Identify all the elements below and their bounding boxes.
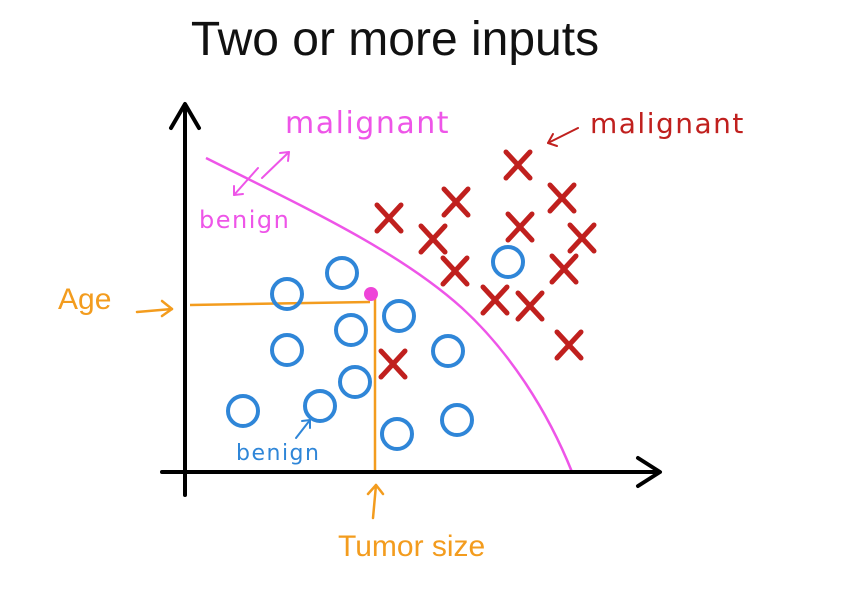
tumor-size-arrow: [366, 483, 385, 520]
benign-point: [491, 245, 525, 279]
benign-point: [270, 277, 304, 311]
malignant-point: [515, 290, 545, 322]
benign-label-arrow: [295, 419, 311, 439]
page-title: Two or more inputs: [190, 13, 600, 66]
malignant-points: [374, 149, 597, 380]
malignant-point: [549, 253, 579, 285]
malignant-point: [378, 348, 408, 380]
benign-point: [226, 394, 260, 428]
benign-point: [270, 333, 304, 367]
age-guide-line: [189, 300, 371, 307]
benign-point: [382, 299, 416, 333]
x-axis-label: Tumor size: [338, 530, 485, 563]
benign-point: [325, 256, 359, 290]
malignant-point: [505, 211, 535, 243]
malignant-point: [440, 255, 470, 287]
boundary-label-arrows: [233, 151, 290, 196]
malignant-point: [418, 223, 448, 255]
malignant-point: [547, 182, 577, 214]
malignant-point: [441, 186, 471, 218]
benign-point: [431, 334, 465, 368]
malignant-point: [554, 329, 584, 361]
benign-cluster-label: benign: [236, 441, 320, 466]
malignant-point: [374, 202, 404, 234]
benign-point: [380, 417, 414, 451]
malignant-cluster-label: malignant: [590, 107, 745, 140]
boundary-benign-label: benign: [199, 206, 290, 234]
x-axis-arrowhead: [636, 456, 662, 488]
query-point: [364, 287, 378, 301]
malignant-point: [567, 222, 597, 254]
malignant-point: [480, 284, 510, 316]
axes: [160, 102, 662, 497]
malignant-label-arrow: [547, 127, 579, 147]
age-arrow: [135, 299, 174, 318]
malignant-point: [503, 149, 533, 181]
decision-boundary: [205, 156, 574, 473]
benign-point: [440, 403, 474, 437]
boundary-malignant-label: malignant: [285, 106, 450, 141]
y-axis-label: Age: [58, 283, 111, 316]
y-axis-arrowhead: [169, 102, 201, 130]
benign-point: [338, 365, 372, 399]
benign-points: [226, 245, 525, 451]
benign-point: [334, 313, 368, 347]
benign-point: [303, 389, 337, 423]
